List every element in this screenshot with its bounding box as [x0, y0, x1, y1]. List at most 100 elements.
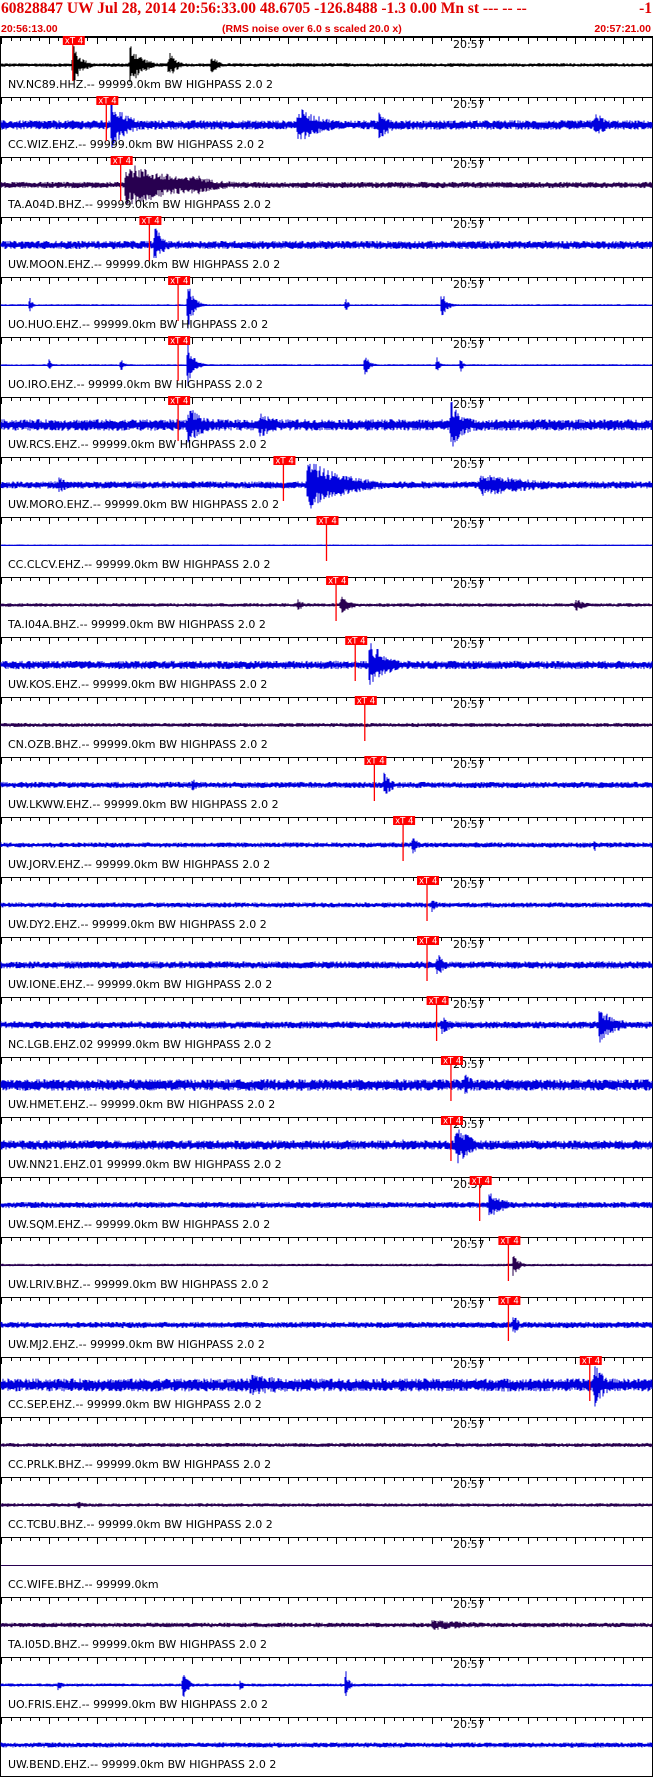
pick-label: xT 4 [500, 1297, 518, 1307]
pick-label: xT 4 [419, 877, 437, 887]
trace-row: 20:57 CC.SEP.EHZ.-- 99999.0km BW HIGHPASS… [0, 1356, 653, 1411]
station-label: CC.CLCV.EHZ.-- 99999.0km BW HIGHPASS 2.0… [8, 558, 270, 571]
pick-marker [440, 1056, 463, 1065]
minute-tick-label: 20:57 [453, 98, 485, 111]
station-label: CC.SEP.EHZ.-- 99999.0km BW HIGHPASS 2.0 … [8, 1398, 262, 1411]
pick-label: xT 4 [170, 277, 188, 287]
minute-tick-label: 20:57 [453, 278, 485, 291]
trace-row: 20:57 UW.MORO.EHZ.-- 99999.0km BW HIGHPAS… [0, 456, 653, 511]
trace-row: 20:57 UW.BEND.EHZ.-- 99999.0km BW HIGHPAS… [0, 1717, 653, 1771]
pick-label: xT 4 [582, 1357, 600, 1367]
pick-label: xT 4 [98, 97, 116, 107]
trace-row: 20:57 CC.WIZ.EHZ.-- 99999.0km BW HIGHPASS… [0, 96, 653, 151]
waveform [0, 772, 653, 794]
trace-row: 20:57 CC.PRLK.BHZ.-- 99999.0km BW HIGHPAS… [0, 1417, 653, 1471]
minute-tick-label: 20:57 [453, 698, 485, 711]
minute-tick-label: 20:57 [453, 1418, 485, 1431]
station-label: CC.WIFE.BHZ.-- 99999.0km [8, 1578, 159, 1591]
trace-row: 20:57 CC.CLCV.EHZ.-- 99999.0km BW HIGHPAS… [0, 516, 653, 571]
station-label: UW.HMET.EHZ.-- 99999.0km BW HIGHPASS 2.0… [8, 1098, 275, 1111]
station-label: UW.MJ2.EHZ.-- 99999.0km BW HIGHPASS 2.0 … [8, 1338, 265, 1351]
minute-tick-label: 20:57 [453, 1238, 485, 1251]
pick-marker [345, 636, 368, 645]
station-label: UW.NN21.EHZ.01 99999.0km BW HIGHPASS 2.0… [8, 1158, 282, 1171]
trace-row: 20:57 UW.LKWW.EHZ.-- 99999.0km BW HIGHPAS… [0, 756, 653, 811]
pick-marker [168, 396, 191, 405]
minute-tick-label: 20:57 [453, 38, 485, 51]
pick-marker [110, 156, 133, 165]
minute-tick-label: 20:57 [453, 158, 485, 171]
trace-row: 20:57 NV.NC89.HHZ.-- 99999.0km BW HIGHPAS… [0, 36, 653, 91]
station-label: UW.BEND.EHZ.-- 99999.0km BW HIGHPASS 2.0… [8, 1758, 276, 1771]
trace-row: 20:57 UW.IONE.EHZ.-- 99999.0km BW HIGHPAS… [0, 936, 653, 991]
pick-marker [62, 36, 85, 45]
trace-row: 20:57 CC.TCBU.BHZ.-- 99999.0km BW HIGHPAS… [0, 1477, 653, 1531]
station-label: TA.I05D.BHZ.-- 99999.0km BW HIGHPASS 2.0… [7, 1638, 267, 1651]
trace-row: 20:57 UO.FRIS.EHZ.-- 99999.0km BW HIGHPAS… [0, 1657, 653, 1711]
pick-label: xT 4 [500, 1237, 518, 1247]
pick-label: xT 4 [443, 1057, 461, 1067]
minute-tick-label: 20:57 [453, 998, 485, 1011]
station-label: NC.LGB.EHZ.02 99999.0km BW HIGHPASS 2.0 … [8, 1038, 272, 1051]
waveform [0, 596, 653, 613]
trace-row: 20:57 NC.LGB.EHZ.02 99999.0km BW HIGHPASS… [0, 996, 653, 1051]
pick-marker [96, 96, 119, 105]
station-label: UW.KOS.EHZ.-- 99999.0km BW HIGHPASS 2.0 … [8, 678, 267, 691]
pick-marker [168, 336, 191, 345]
trace-row: 20:57 UW.MJ2.EHZ.-- 99999.0km BW HIGHPASS… [0, 1296, 653, 1351]
header: 60828847 UW Jul 28, 2014 20:56:33.00 48.… [0, 0, 653, 36]
trace-row: 20:57 TA.I05D.BHZ.-- 99999.0km BW HIGHPAS… [0, 1597, 653, 1651]
trace-row: 20:57 UW.KOS.EHZ.-- 99999.0km BW HIGHPASS… [0, 636, 653, 691]
trace-row: 20:57 UO.IRO.EHZ.-- 99999.0km BW HIGHPASS… [0, 336, 653, 391]
waveform [0, 1193, 653, 1216]
pick-marker [316, 516, 339, 525]
minute-tick-label: 20:57 [453, 218, 485, 231]
pick-marker [393, 816, 416, 825]
pick-label: xT 4 [366, 757, 384, 767]
station-label: UW.JORV.EHZ.-- 99999.0km BW HIGHPASS 2.0… [8, 858, 270, 871]
station-label: UO.IRO.EHZ.-- 99999.0km BW HIGHPASS 2.0 … [8, 378, 263, 391]
minute-tick-label: 20:57 [453, 1658, 485, 1671]
minute-tick-label: 20:57 [453, 578, 485, 591]
pick-label: xT 4 [443, 1117, 461, 1127]
minute-tick-label: 20:57 [453, 1718, 485, 1731]
station-label: UO.FRIS.EHZ.-- 99999.0km BW HIGHPASS 2.0… [8, 1698, 268, 1711]
pick-marker [326, 576, 349, 585]
waveform [0, 955, 653, 974]
end-time: 20:57:21.00 [594, 23, 651, 35]
minute-tick-label: 20:57 [453, 1598, 485, 1611]
pick-label: xT 4 [347, 637, 365, 647]
station-label: UW.DY2.EHZ.-- 99999.0km BW HIGHPASS 2.0 … [8, 918, 267, 931]
minute-tick-label: 20:57 [453, 638, 485, 651]
pick-marker [469, 1176, 492, 1185]
noise-subtitle: (RMS noise over 6.0 s scaled 20.0 x) [222, 23, 402, 35]
minute-tick-label: 20:57 [453, 758, 485, 771]
pick-marker [440, 1116, 463, 1125]
pick-marker [168, 276, 191, 285]
pick-marker [364, 756, 387, 765]
trace-row: 20:57 UW.DY2.EHZ.-- 99999.0km BW HIGHPASS… [0, 876, 653, 931]
pick-label: xT 4 [395, 817, 413, 827]
minute-tick-label: 20:57 [453, 1298, 485, 1311]
pick-label: xT 4 [319, 517, 337, 527]
pick-marker [273, 456, 296, 465]
station-label: UW.MORO.EHZ.-- 99999.0km BW HIGHPASS 2.0… [8, 498, 279, 511]
minute-tick-label: 20:57 [453, 938, 485, 951]
station-label: CC.PRLK.BHZ.-- 99999.0km BW HIGHPASS 2.0… [8, 1458, 271, 1471]
waveform [0, 1671, 653, 1697]
pick-label: xT 4 [419, 937, 437, 947]
minute-tick-label: 20:57 [453, 338, 485, 351]
pick-marker [354, 696, 377, 705]
station-label: UW.IONE.EHZ.-- 99999.0km BW HIGHPASS 2.0… [8, 978, 272, 991]
minute-tick-label: 20:57 [453, 518, 485, 531]
minute-tick-label: 20:57 [453, 458, 485, 471]
trace-row: 20:57 UW.JORV.EHZ.-- 99999.0km BW HIGHPAS… [0, 816, 653, 871]
trace-row: 20:57 UW.RCS.EHZ.-- 99999.0km BW HIGHPASS… [0, 396, 653, 451]
pick-label: xT 4 [113, 157, 131, 167]
minute-tick-label: 20:57 [453, 878, 485, 891]
pick-marker [417, 936, 440, 945]
pick-label: xT 4 [65, 37, 83, 47]
